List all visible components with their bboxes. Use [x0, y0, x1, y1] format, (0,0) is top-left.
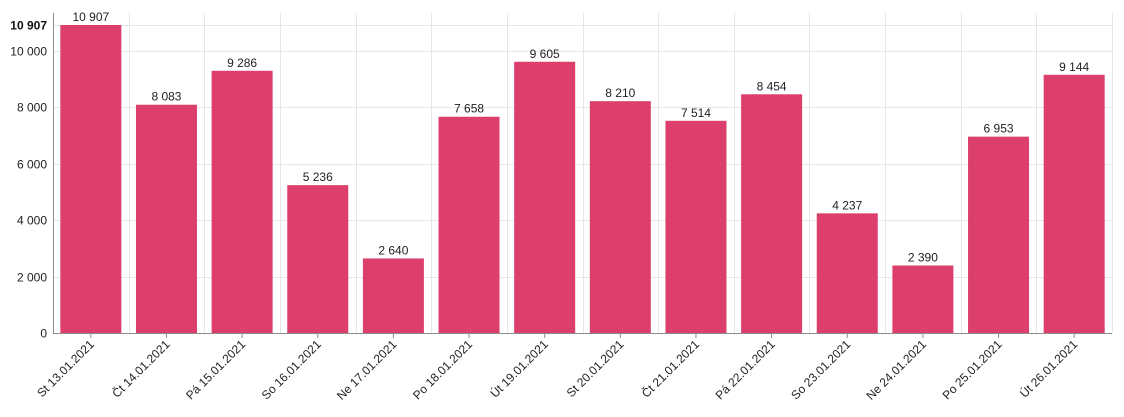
x-tick-label: Po 25.01.2021	[940, 337, 1005, 402]
y-tick-label: 10 000	[10, 45, 47, 59]
bar	[287, 185, 349, 333]
bar	[589, 101, 651, 333]
data-label: 6 953	[984, 122, 1014, 136]
bar	[665, 120, 727, 334]
data-label: 8 454	[757, 79, 787, 93]
data-label: 5 236	[303, 170, 333, 184]
bar	[135, 104, 197, 333]
bar	[60, 25, 122, 333]
x-tick-label: Út 26.01.2021	[1016, 336, 1080, 400]
x-tick-label: So 23.01.2021	[788, 337, 853, 402]
bar	[211, 70, 273, 333]
bars	[60, 25, 1105, 334]
y-max-label: 10 907	[10, 19, 47, 33]
data-label: 8 210	[605, 86, 635, 100]
data-label: 9 286	[227, 56, 257, 70]
x-tick-label: Čt 21.01.2021	[638, 336, 702, 400]
bar	[362, 258, 424, 333]
bar	[968, 136, 1030, 333]
bar	[438, 116, 500, 334]
x-tick-label: Čt 14.01.2021	[109, 336, 173, 400]
data-label: 9 144	[1059, 60, 1089, 74]
data-label: 2 640	[378, 243, 408, 257]
bar	[816, 213, 878, 333]
y-tick-label: 8 000	[17, 101, 47, 115]
grid-lines	[53, 13, 1113, 333]
data-label: 8 083	[151, 90, 181, 104]
data-label: 7 658	[454, 102, 484, 116]
y-tick-label: 0	[40, 327, 47, 341]
x-tick-label: Ne 17.01.2021	[334, 337, 400, 403]
y-tick-label: 6 000	[17, 158, 47, 172]
y-tick-label: 2 000	[17, 271, 47, 285]
data-label: 7 514	[681, 106, 711, 120]
axes	[53, 13, 1112, 338]
data-label: 10 907	[72, 10, 109, 24]
data-label: 9 605	[530, 47, 560, 61]
bar	[741, 94, 803, 333]
x-tick-label: So 16.01.2021	[259, 337, 324, 402]
y-tick-label: 4 000	[17, 214, 47, 228]
bar	[892, 265, 954, 333]
x-tick-label: Po 18.01.2021	[410, 337, 475, 402]
x-tick-label: St 13.01.2021	[34, 337, 97, 400]
bar	[1043, 74, 1105, 333]
x-tick-label: Pá 15.01.2021	[183, 337, 248, 402]
x-tick-label: St 20.01.2021	[564, 337, 627, 400]
x-tick-label: Ne 24.01.2021	[863, 337, 929, 403]
data-label: 2 390	[908, 251, 938, 265]
x-tick-label: Út 19.01.2021	[487, 336, 551, 400]
data-label: 4 237	[832, 198, 862, 212]
x-tick-label: Pá 22.01.2021	[713, 337, 778, 402]
bar	[514, 61, 576, 333]
